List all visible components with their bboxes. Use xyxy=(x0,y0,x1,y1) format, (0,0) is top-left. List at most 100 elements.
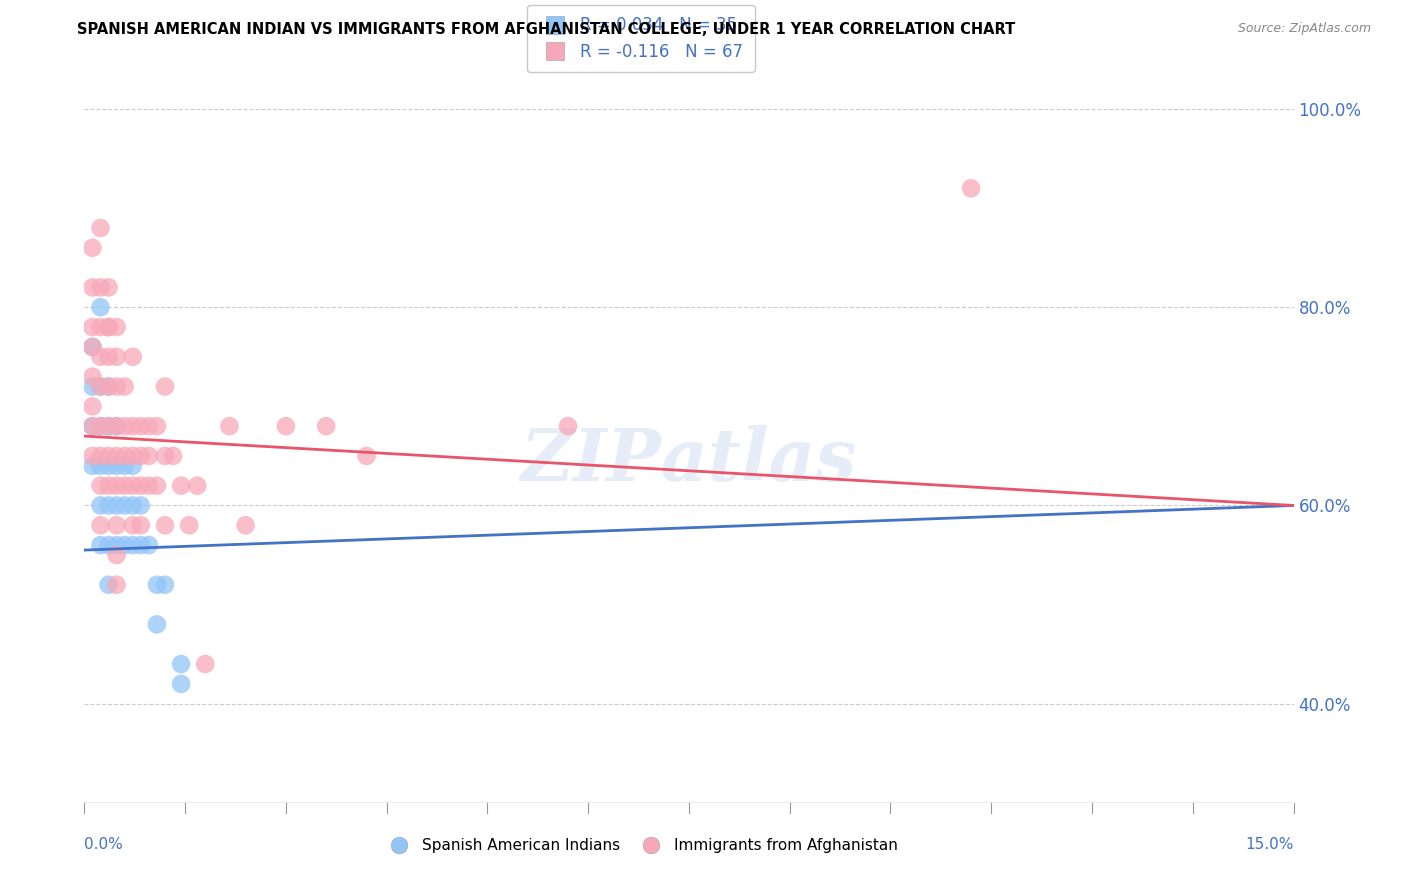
Point xyxy=(170,657,193,671)
Point xyxy=(105,548,128,562)
Point xyxy=(138,419,160,434)
Point xyxy=(146,419,169,434)
Point xyxy=(557,419,579,434)
Point xyxy=(97,419,120,434)
Point xyxy=(218,419,240,434)
Point xyxy=(194,657,217,671)
Point xyxy=(89,538,111,552)
Point xyxy=(121,458,143,473)
Point xyxy=(129,499,152,513)
Point xyxy=(146,578,169,592)
Text: Source: ZipAtlas.com: Source: ZipAtlas.com xyxy=(1237,22,1371,36)
Point xyxy=(82,419,104,434)
Point xyxy=(146,825,169,839)
Point xyxy=(89,221,111,235)
Point xyxy=(235,518,257,533)
Point xyxy=(121,538,143,552)
Point xyxy=(105,419,128,434)
Point xyxy=(105,350,128,364)
Point xyxy=(179,518,201,533)
Point xyxy=(121,449,143,463)
Point xyxy=(82,340,104,354)
Point xyxy=(153,518,176,533)
Text: ZIP​atlas: ZIP​atlas xyxy=(520,425,858,496)
Point xyxy=(114,478,136,492)
Point xyxy=(97,578,120,592)
Point xyxy=(97,538,120,552)
Point xyxy=(121,499,143,513)
Point xyxy=(82,449,104,463)
Point xyxy=(105,518,128,533)
Point xyxy=(114,538,136,552)
Point xyxy=(97,379,120,393)
Point xyxy=(97,419,120,434)
Point xyxy=(97,449,120,463)
Point xyxy=(89,379,111,393)
Point xyxy=(105,499,128,513)
Point xyxy=(82,241,104,255)
Point xyxy=(153,578,176,592)
Point xyxy=(89,419,111,434)
Text: 0.0%: 0.0% xyxy=(84,838,124,853)
Point xyxy=(105,458,128,473)
Point xyxy=(114,419,136,434)
Point xyxy=(153,379,176,393)
Point xyxy=(129,478,152,492)
Point xyxy=(114,499,136,513)
Point xyxy=(105,478,128,492)
Point xyxy=(105,379,128,393)
Point xyxy=(97,478,120,492)
Point xyxy=(129,419,152,434)
Point xyxy=(146,478,169,492)
Point xyxy=(274,419,297,434)
Point xyxy=(97,379,120,393)
Point xyxy=(170,677,193,691)
Point xyxy=(89,449,111,463)
Point xyxy=(89,499,111,513)
Point xyxy=(121,350,143,364)
Point xyxy=(82,419,104,434)
Point xyxy=(186,478,208,492)
Point xyxy=(105,538,128,552)
Point xyxy=(129,538,152,552)
Point xyxy=(82,458,104,473)
Point xyxy=(105,320,128,334)
Point xyxy=(114,379,136,393)
Point xyxy=(356,449,378,463)
Point xyxy=(89,350,111,364)
Point xyxy=(114,449,136,463)
Point xyxy=(97,320,120,334)
Point xyxy=(138,478,160,492)
Legend: Spanish American Indians, Immigrants from Afghanistan: Spanish American Indians, Immigrants fro… xyxy=(378,832,904,859)
Point xyxy=(82,320,104,334)
Point xyxy=(97,350,120,364)
Point xyxy=(89,458,111,473)
Point xyxy=(146,617,169,632)
Point xyxy=(138,449,160,463)
Point xyxy=(97,280,120,294)
Point xyxy=(121,478,143,492)
Point xyxy=(105,449,128,463)
Point xyxy=(105,419,128,434)
Point xyxy=(170,478,193,492)
Point xyxy=(82,369,104,384)
Point xyxy=(97,320,120,334)
Point xyxy=(89,518,111,533)
Point xyxy=(105,578,128,592)
Point xyxy=(82,400,104,414)
Text: SPANISH AMERICAN INDIAN VS IMMIGRANTS FROM AFGHANISTAN COLLEGE, UNDER 1 YEAR COR: SPANISH AMERICAN INDIAN VS IMMIGRANTS FR… xyxy=(77,22,1015,37)
Point xyxy=(89,379,111,393)
Point xyxy=(960,181,983,195)
Point xyxy=(121,518,143,533)
Point xyxy=(89,419,111,434)
Point xyxy=(89,280,111,294)
Point xyxy=(129,518,152,533)
Point xyxy=(97,458,120,473)
Point xyxy=(153,449,176,463)
Point xyxy=(129,449,152,463)
Point xyxy=(114,458,136,473)
Point xyxy=(82,379,104,393)
Text: 15.0%: 15.0% xyxy=(1246,838,1294,853)
Point xyxy=(138,538,160,552)
Point xyxy=(82,340,104,354)
